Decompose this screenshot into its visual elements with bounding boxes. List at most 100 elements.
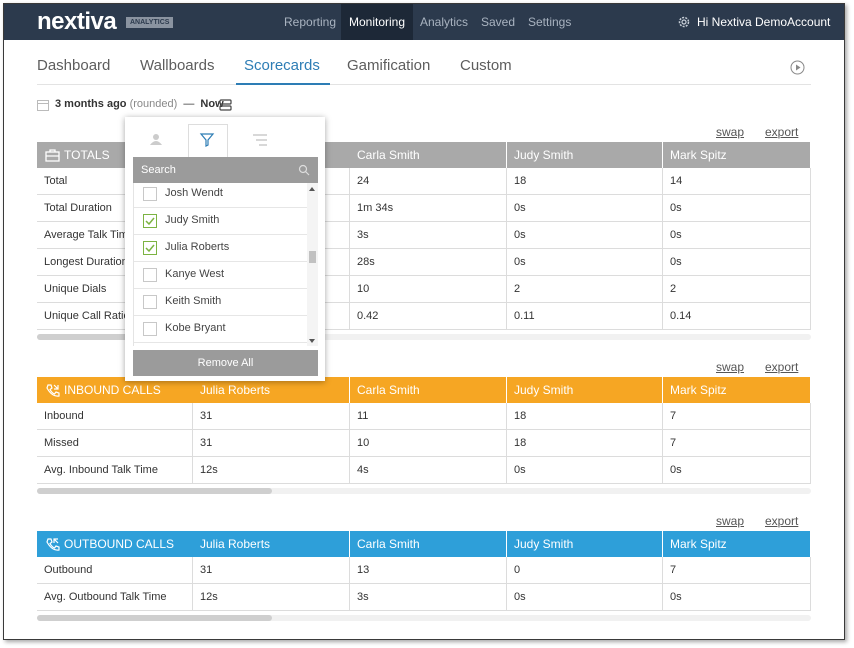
table-cell: 12s: [193, 584, 350, 611]
check-mark: [145, 244, 155, 253]
export-link[interactable]: export: [765, 360, 799, 374]
table-cell: 10: [350, 430, 507, 457]
tab[interactable]: Dashboard: [37, 57, 111, 74]
swap-link[interactable]: swap: [716, 125, 745, 139]
person-row[interactable]: [134, 234, 307, 262]
table-cell: 31: [193, 403, 350, 430]
play-button[interactable]: [790, 60, 805, 75]
column-header: Judy Smith: [507, 531, 663, 557]
tab[interactable]: Gamification: [347, 57, 431, 74]
table-cell: 0: [507, 557, 663, 584]
table-icon: [46, 538, 60, 551]
table-cell: 28s: [350, 249, 507, 276]
table-cell: 3s: [350, 584, 507, 611]
people-list: Josh Wendt Judy Smith Julia Roberts Kanye W…: [133, 183, 319, 346]
column-header: Julia Roberts: [193, 377, 350, 403]
person-name: Julia Roberts: [165, 241, 230, 253]
table-cell: 24: [350, 168, 507, 195]
column-header: Judy Smith: [507, 142, 663, 168]
table-icon: [46, 384, 60, 397]
table-cell: 0.14: [663, 303, 811, 330]
date-range[interactable]: 3 months ago (rounded) — Now: [55, 98, 224, 110]
person-row[interactable]: [134, 183, 307, 208]
table-cell: 18: [507, 168, 663, 195]
checkbox[interactable]: [143, 268, 157, 282]
swap-link[interactable]: swap: [716, 514, 745, 528]
scrollbar-thumb[interactable]: [37, 488, 272, 494]
checkbox[interactable]: [143, 295, 157, 309]
checkbox[interactable]: [143, 214, 157, 228]
table-cell: 14: [663, 168, 811, 195]
checkbox[interactable]: [143, 187, 157, 201]
table-title: OUTBOUND CALLS: [64, 537, 175, 551]
table-cell: 0s: [663, 584, 811, 611]
scrollbar-track: [37, 334, 811, 340]
person-name: Keith Smith: [165, 295, 222, 307]
checkbox[interactable]: [143, 322, 157, 336]
person-row[interactable]: [134, 261, 307, 289]
date-qualifier: (rounded): [129, 98, 178, 110]
tab[interactable]: Wallboards: [140, 57, 215, 74]
settings-icon[interactable]: [677, 15, 691, 29]
table-cell: 3s: [350, 222, 507, 249]
tab[interactable]: Custom: [460, 57, 512, 74]
column-header: Mark Spitz: [663, 377, 811, 403]
person-row[interactable]: [134, 207, 307, 235]
export-link[interactable]: export: [765, 125, 799, 139]
list-scroll-down[interactable]: [309, 339, 315, 343]
nav-item[interactable]: Analytics: [420, 15, 469, 29]
table-cell: 7: [663, 430, 811, 457]
scrollbar-thumb[interactable]: [37, 615, 272, 621]
column-header: Judy Smith: [507, 377, 663, 403]
export-link[interactable]: export: [765, 514, 799, 528]
nav-item[interactable]: Saved: [481, 15, 516, 29]
list-scroll-up[interactable]: [309, 187, 315, 191]
swap-link[interactable]: swap: [716, 360, 745, 374]
table-cell: 13: [350, 557, 507, 584]
account-name[interactable]: Hi Nextiva DemoAccount: [697, 15, 831, 29]
nav-item[interactable]: Settings: [528, 15, 572, 29]
table-cell: 31: [193, 430, 350, 457]
range-toggle-icon[interactable]: [219, 99, 233, 111]
column-header: Carla Smith: [350, 142, 507, 168]
table-title: INBOUND CALLS: [64, 383, 161, 397]
table-cell: 0s: [663, 222, 811, 249]
check-mark: [145, 217, 155, 226]
row-label: Missed: [37, 430, 193, 457]
person-name: Judy Smith: [165, 214, 220, 226]
remove-all-button[interactable]: Remove All: [133, 350, 318, 376]
person-name: Josh Wendt: [165, 187, 223, 199]
checkbox[interactable]: [143, 241, 157, 255]
person-row[interactable]: [134, 288, 307, 316]
table-cell: 18: [507, 403, 663, 430]
logo: nextiva: [37, 8, 117, 35]
date-from: 3 months ago: [55, 98, 127, 110]
person-name: Kanye West: [165, 268, 225, 280]
table-cell: 4s: [350, 457, 507, 484]
tab[interactable]: Scorecards: [244, 57, 320, 74]
table-cell: 0s: [507, 249, 663, 276]
nav-item[interactable]: Monitoring: [341, 4, 414, 40]
table-cell: 0s: [663, 249, 811, 276]
table-icon: [45, 149, 60, 162]
filter-tab-icons[interactable]: [125, 117, 325, 157]
person-row[interactable]: [134, 315, 307, 343]
nav-item[interactable]: Reporting: [284, 15, 337, 29]
search-box[interactable]: [133, 157, 318, 183]
table-header: [37, 377, 811, 403]
search-placeholder: Search: [141, 164, 176, 176]
row-label: Avg. Outbound Talk Time: [37, 584, 193, 611]
table-cell: 10: [350, 276, 507, 303]
date-to: Now: [200, 98, 224, 110]
row-label: Outbound: [37, 557, 193, 584]
table-cell: 0s: [663, 195, 811, 222]
table-cell: 7: [663, 557, 811, 584]
person-name: Kobe Bryant: [165, 322, 226, 334]
column-header: Carla Smith: [350, 377, 507, 403]
list-scroll-thumb[interactable]: [309, 251, 316, 263]
date-separator: —: [183, 98, 195, 110]
column-header: Mark Spitz: [663, 142, 811, 168]
search-icon: [298, 164, 310, 176]
column-header: Julia Roberts: [193, 531, 350, 557]
